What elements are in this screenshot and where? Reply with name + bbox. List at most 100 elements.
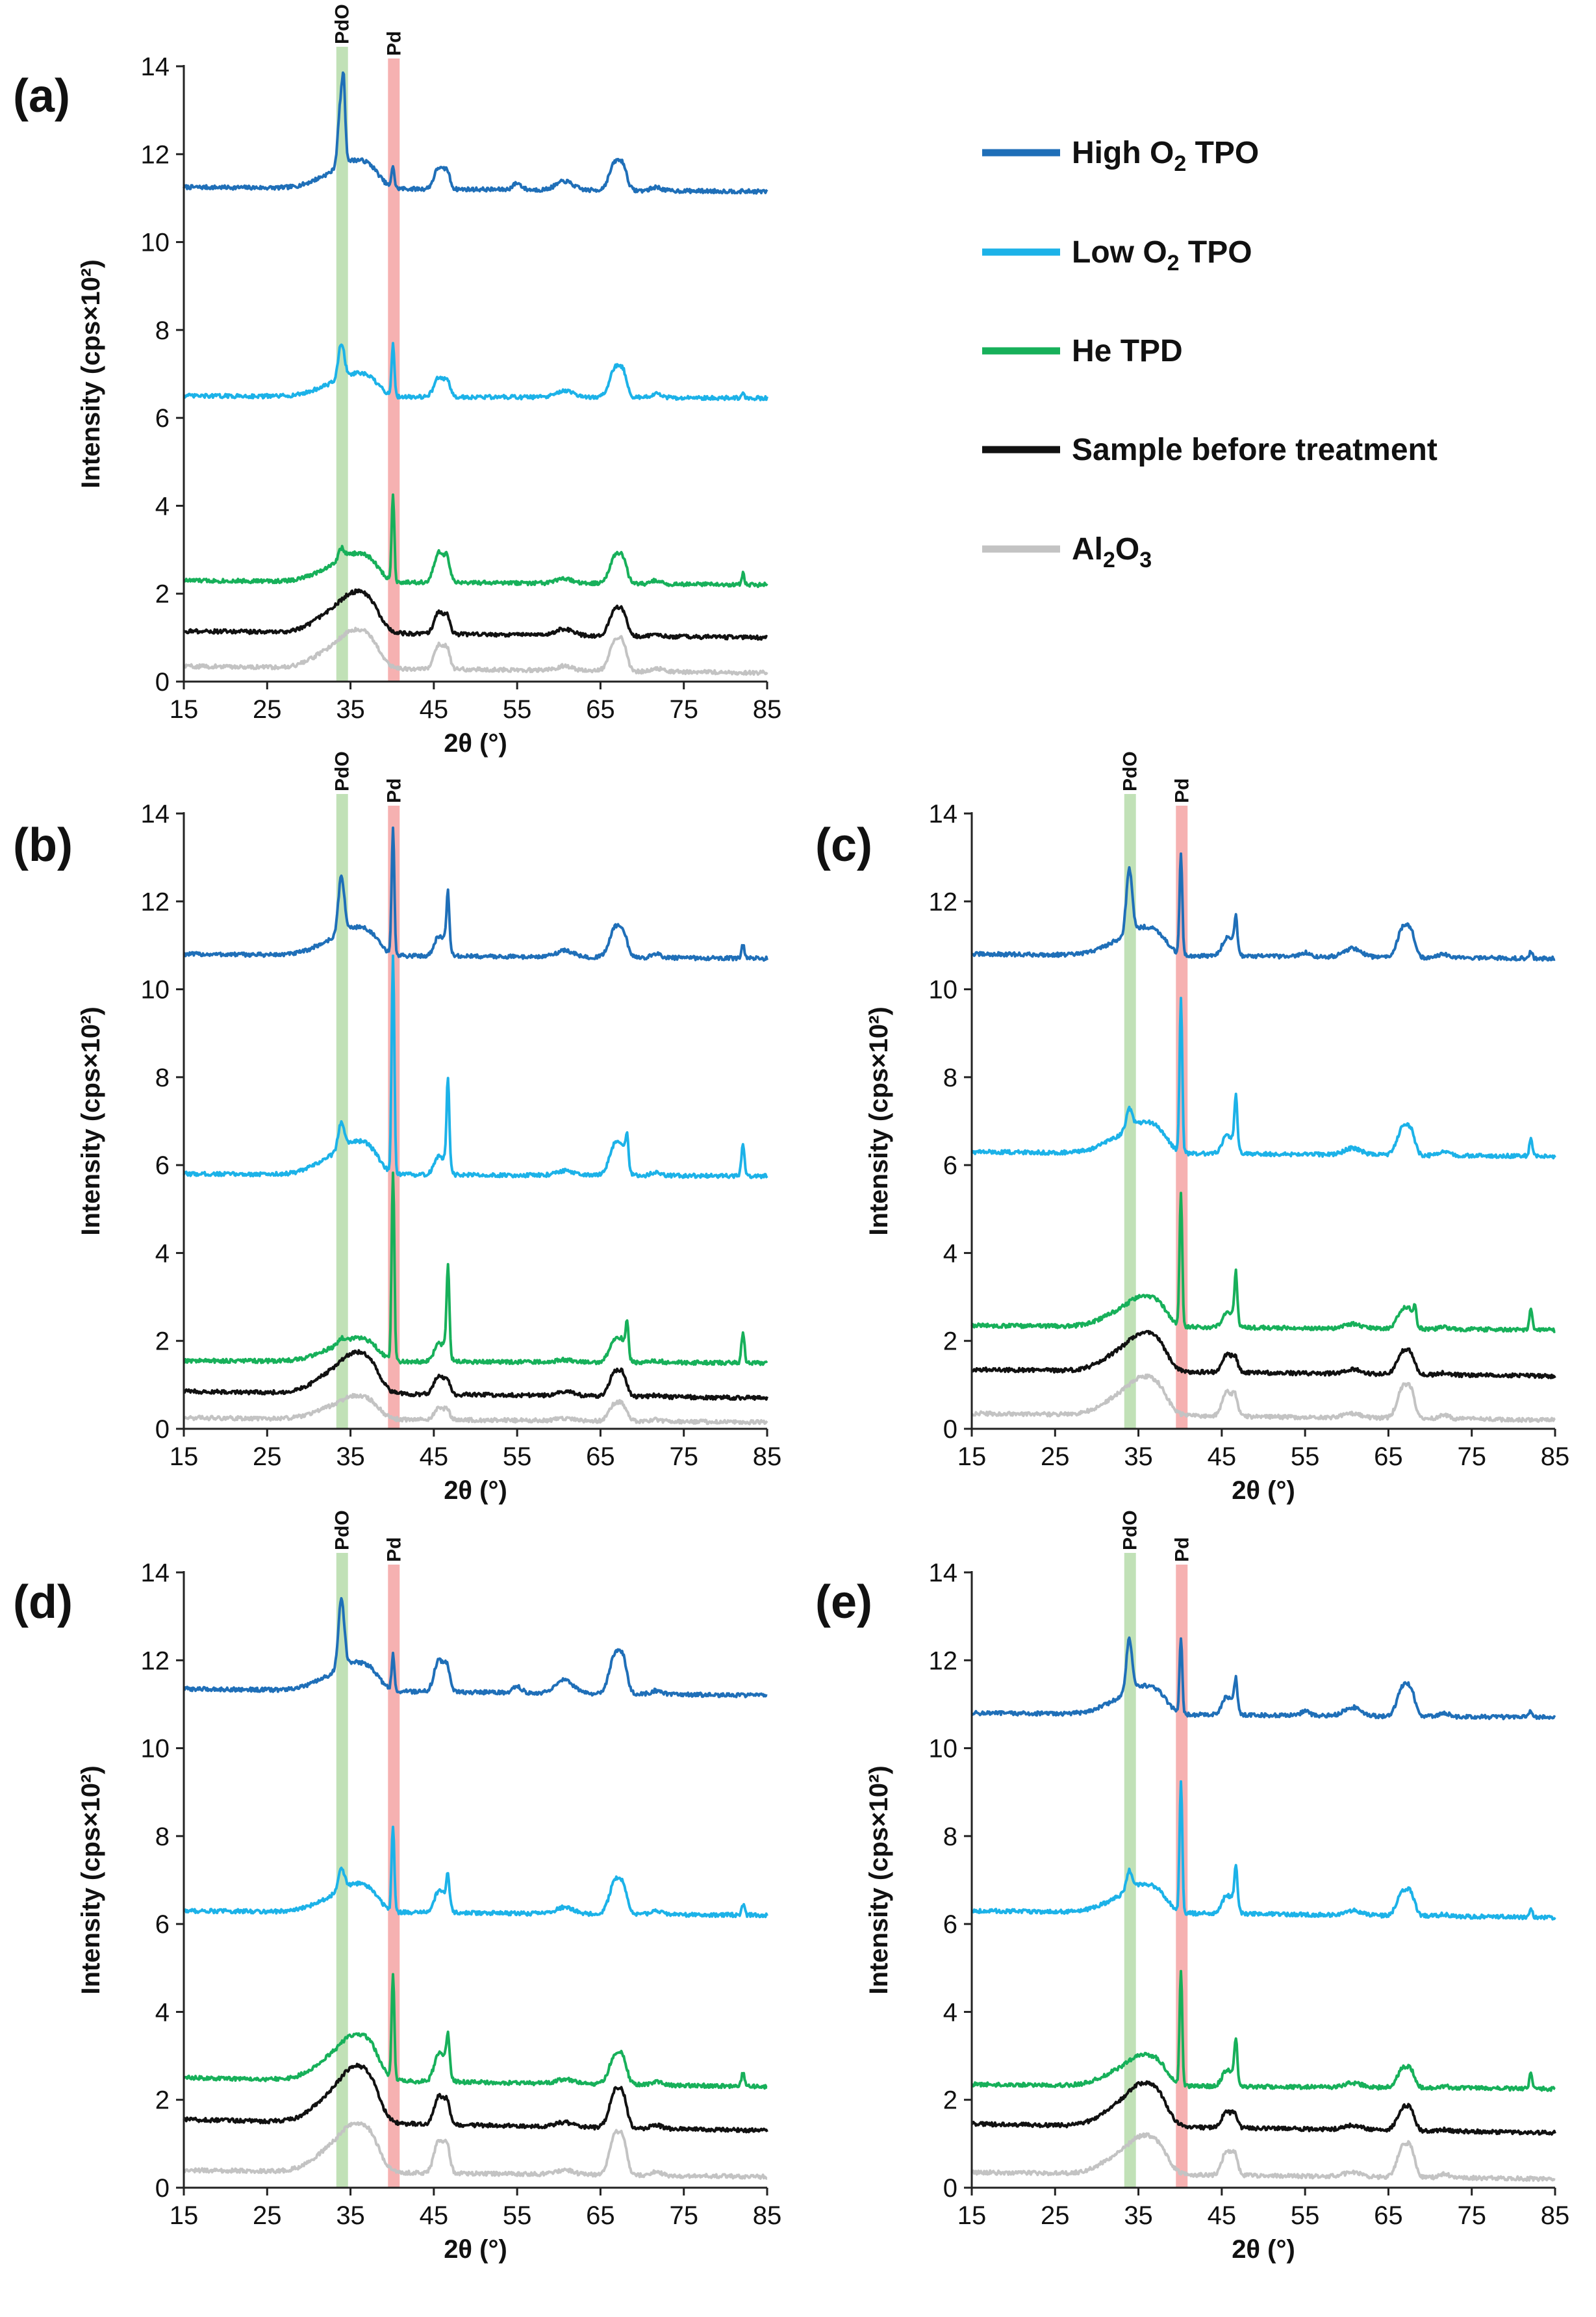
y-tick-label: 4 [155,492,170,520]
x-tick-label: 85 [753,1442,782,1471]
y-tick-label: 0 [943,2174,957,2203]
x-tick-label: 65 [1374,2201,1403,2230]
x-axis-title: 2θ (°) [1232,1476,1295,1505]
x-tick-label: 55 [503,695,532,724]
legend-label: High O2 TPO [1072,136,1259,176]
x-tick-label: 55 [503,2201,532,2230]
x-tick-label: 75 [1457,1442,1486,1471]
y-tick-label: 14 [929,1559,958,1587]
x-tick-label: 25 [1041,1442,1070,1471]
series-line-sample-before-treatment [183,588,768,641]
x-tick-label: 65 [1374,1442,1403,1471]
x-tick-label: 75 [669,1442,698,1471]
series-line-he-tpd [970,1192,1556,1333]
y-tick-label: 8 [943,1064,957,1092]
pdo-band-label: PdO [332,1510,353,1550]
series-line-sample-before-treatment [183,2062,768,2134]
panel-label: (b) [13,819,73,871]
pd-band-label: Pd [1171,778,1193,803]
x-tick-label: 15 [957,1442,987,1471]
y-tick-label: 10 [141,976,170,1005]
series-line-high-o2-tpo [183,71,768,195]
pdo-band [336,794,348,1429]
x-tick-label: 45 [1208,1442,1237,1471]
x-tick-label: 55 [1291,2201,1320,2230]
y-tick-label: 4 [155,1998,170,2027]
y-tick-label: 8 [155,1064,170,1092]
series-line-low-o2-tpo [971,1780,1556,1921]
series-line-al2o3 [183,626,768,676]
series-line-sample-before-treatment [970,2080,1556,2136]
x-axis-title: 2θ (°) [444,1476,507,1505]
y-tick-label: 12 [929,1646,958,1675]
pdo-band-label: PdO [332,751,353,791]
x-axis-title: 2θ (°) [1232,2235,1295,2264]
series-line-sample-before-treatment [183,1349,768,1401]
panel-label: (d) [13,1576,73,1628]
panel-c: PdO Pd 0 2 4 6 8 10 12 14 15 25 35 45 55 65 75 85 2θ (°) In… [815,751,1569,1505]
series-line-low-o2-tpo [183,1825,768,1919]
x-tick-label: 15 [170,1442,199,1471]
x-tick-label: 15 [170,2201,199,2230]
y-tick-label: 6 [943,1910,957,1939]
x-tick-label: 25 [253,2201,282,2230]
series-line-al2o3 [183,1392,768,1426]
y-tick-label: 10 [141,229,170,257]
y-tick-label: 2 [943,1327,957,1356]
legend-label: Al2O3 [1072,532,1152,572]
series-line-low-o2-tpo [183,342,768,402]
y-tick-label: 0 [943,1415,957,1444]
x-tick-label: 35 [336,2201,365,2230]
series-line-high-o2-tpo [970,1636,1556,1721]
y-tick-label: 4 [155,1239,170,1268]
x-tick-label: 25 [253,1442,282,1471]
x-tick-label: 15 [957,2201,987,2230]
panel-label: (c) [815,819,872,871]
y-tick-label: 12 [929,888,958,916]
pd-band-label: Pd [383,778,405,803]
y-tick-label: 4 [943,1998,957,2027]
x-tick-label: 55 [503,1442,532,1471]
x-tick-label: 25 [253,695,282,724]
panel-label: (a) [13,70,70,122]
y-tick-label: 10 [141,1735,170,1763]
panel-label: (e) [815,1576,872,1628]
y-tick-label: 8 [943,1823,957,1851]
y-axis-title: Intensity (cps×10²) [77,1765,105,1994]
x-tick-label: 55 [1291,1442,1320,1471]
series-line-high-o2-tpo [183,826,768,962]
pdo-band-label: PdO [332,4,353,44]
x-tick-label: 85 [1541,2201,1570,2230]
x-tick-label: 75 [669,695,698,724]
series-line-high-o2-tpo [970,852,1556,962]
series-line-al2o3 [970,2132,1556,2183]
legend-label: He TPD [1072,334,1183,368]
series-line-sample-before-treatment [970,1329,1556,1379]
y-tick-label: 14 [141,800,170,828]
y-axis-title: Intensity (cps×10²) [865,1006,893,1235]
y-tick-label: 2 [155,2086,170,2115]
panel-e: PdO Pd 0 2 4 6 8 10 12 14 15 25 35 45 55 65 75 85 2θ (°) In… [815,1510,1569,2264]
panel-b: PdO Pd 0 2 4 6 8 10 12 14 15 25 35 45 55 65 75 85 2θ (°) In… [13,751,781,1505]
panel-a: PdO Pd 0 2 4 6 8 10 12 14 15 25 35 45 55 65 75 85 2θ (°) In… [13,4,781,758]
y-tick-label: 0 [155,1415,170,1444]
y-tick-label: 12 [141,888,170,916]
pd-band-label: Pd [383,1537,405,1562]
legend-label: Sample before treatment [1072,433,1438,467]
x-tick-label: 15 [170,695,199,724]
series-line-he-tpd [183,493,768,589]
y-tick-label: 2 [943,2086,957,2115]
x-tick-label: 85 [1541,1442,1570,1471]
y-tick-label: 0 [155,2174,170,2203]
series-line-he-tpd [971,1969,1556,2092]
x-tick-label: 45 [1208,2201,1237,2230]
y-tick-label: 14 [141,53,170,81]
x-tick-label: 25 [1041,2201,1070,2230]
y-tick-label: 6 [155,1151,170,1180]
y-axis-title: Intensity (cps×10²) [77,1006,105,1235]
y-tick-label: 10 [929,976,958,1005]
x-tick-label: 65 [586,1442,615,1471]
y-tick-label: 6 [943,1151,957,1180]
x-tick-label: 35 [336,1442,365,1471]
